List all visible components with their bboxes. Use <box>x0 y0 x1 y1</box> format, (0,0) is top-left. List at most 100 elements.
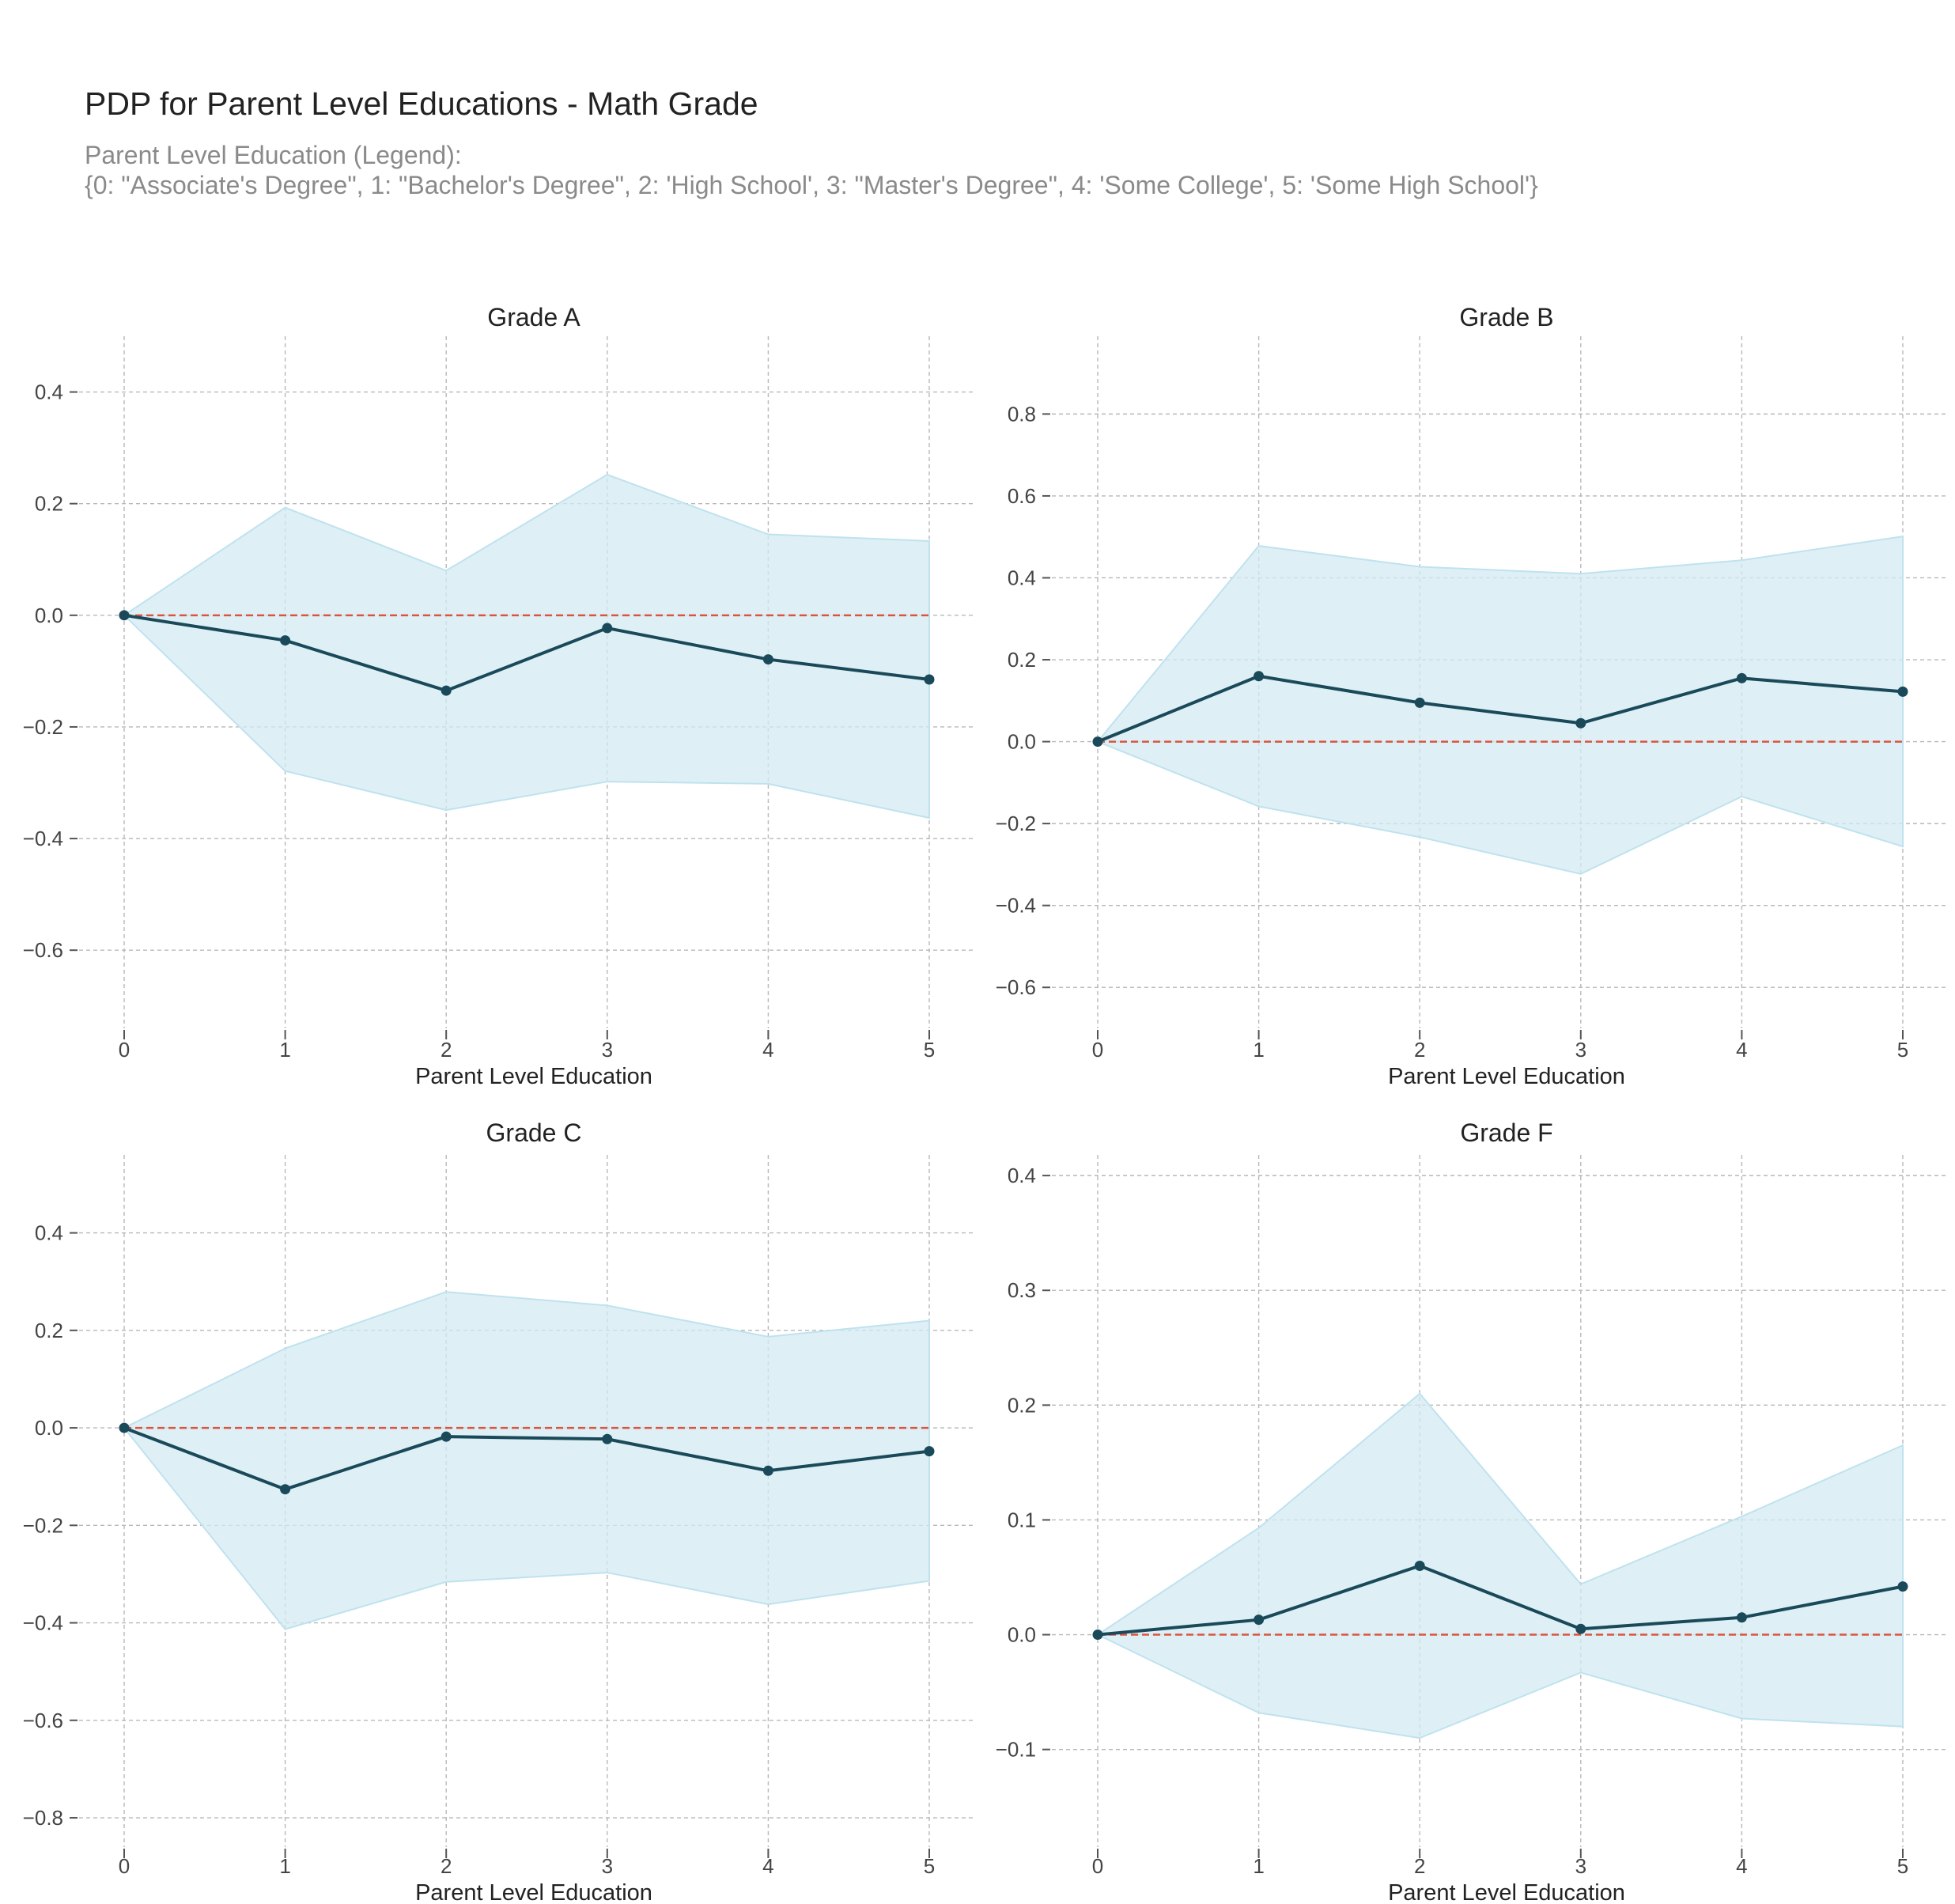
grade-c-pdp-point <box>119 1422 130 1433</box>
grade-c-panel: 0.4 0.2 0.0 −0.2 −0.4 −0.6 −0.8 0 1 2 3 4 5 Grade C Pa… <box>23 1119 973 1904</box>
grade-a-pdp-point <box>441 685 452 696</box>
grade-c-ytick-label: −0.8 <box>23 1806 63 1830</box>
grade-b-ytick-label: 0.8 <box>1008 402 1036 426</box>
chart-title: PDP for Parent Level Educations - Math G… <box>85 85 758 122</box>
grade-b-pdp-point <box>1254 671 1265 682</box>
grade-c-ytick-label: 0.0 <box>35 1416 63 1440</box>
grade-a-ytick-label: −0.4 <box>23 827 63 850</box>
grade-f-confidence-band <box>1095 1392 1904 1739</box>
grade-c-xtick-label: 4 <box>762 1854 773 1878</box>
grade-a-panel: 0.4 0.2 0.0 −0.2 −0.4 −0.6 0 1 2 3 4 5 Grade A Parent… <box>23 303 973 1089</box>
grade-c-xlabel: Parent Level Education <box>415 1880 652 1904</box>
grade-f-ytick-label: 0.4 <box>1008 1164 1036 1187</box>
grade-b-xtick-label: 1 <box>1253 1038 1264 1062</box>
grade-b-pdp-point <box>1575 717 1586 729</box>
grade-c-ytick-label: −0.4 <box>23 1611 63 1635</box>
grade-b-pdp-line <box>1097 674 1904 744</box>
grade-c-title: Grade C <box>486 1119 582 1147</box>
chart-subtitle: Parent Level Education (Legend): {0: "As… <box>85 140 1538 200</box>
grade-f-xtick-label: 1 <box>1253 1854 1264 1878</box>
grade-b-ytick-label: −0.4 <box>996 894 1036 918</box>
grade-c-pdp-point <box>441 1431 452 1442</box>
grade-a-ytick-label: 0.0 <box>35 604 63 627</box>
grade-b-xtick-label: 4 <box>1736 1038 1747 1062</box>
grade-c-xtick-label: 2 <box>441 1854 452 1878</box>
grade-c-pdp-point <box>602 1433 613 1444</box>
grade-a-ytick-label: −0.2 <box>23 715 63 739</box>
grade-a-pdp-line <box>123 613 930 693</box>
grade-f-xtick-label: 2 <box>1414 1854 1425 1878</box>
grade-a-xtick-label: 1 <box>279 1038 290 1062</box>
grade-a-ytick-label: −0.6 <box>23 938 63 962</box>
grade-a-confidence-band <box>123 473 930 820</box>
grade-b-ytick-label: 0.0 <box>1008 730 1036 754</box>
grade-b-pdp-point <box>1414 697 1425 708</box>
grade-a-pdp-point <box>602 623 613 634</box>
grade-f-pdp-point <box>1254 1614 1265 1626</box>
grade-f-ytick-label: −0.1 <box>996 1738 1036 1762</box>
grade-f-ytick-label: 0.0 <box>1008 1623 1036 1647</box>
grade-b-ytick-label: −0.2 <box>996 812 1036 835</box>
grade-f-xtick-label: 0 <box>1092 1854 1103 1878</box>
grade-f-ytick-label: 0.2 <box>1008 1393 1036 1417</box>
grade-f-xtick-label: 3 <box>1575 1854 1586 1878</box>
grade-f-panel: 0.4 0.3 0.2 0.1 0.0 −0.1 0 1 2 3 4 5 Grade F Parent L… <box>996 1119 1946 1904</box>
grade-f-pdp-point <box>1414 1560 1425 1571</box>
grade-b-xtick-label: 3 <box>1575 1038 1586 1062</box>
grade-c-ytick-label: −0.2 <box>23 1513 63 1537</box>
legend-mapping: {0: "Associate's Degree", 1: "Bachelor's… <box>85 171 1538 199</box>
grade-a-pdp-point <box>280 635 291 646</box>
grade-a-title: Grade A <box>487 303 580 331</box>
grade-c-ytick-label: 0.2 <box>35 1319 63 1342</box>
grade-a-xtick-label: 5 <box>924 1038 935 1062</box>
grade-b-xtick-label: 5 <box>1897 1038 1908 1062</box>
grade-b-xtick-label: 2 <box>1414 1038 1425 1062</box>
grade-c-pdp-point <box>280 1484 291 1495</box>
grade-f-xlabel: Parent Level Education <box>1388 1880 1625 1904</box>
grade-f-pdp-point <box>1575 1623 1586 1634</box>
grade-f-pdp-line <box>1097 1564 1904 1637</box>
grade-c-xtick-label: 3 <box>602 1854 613 1878</box>
grade-c-pdp-point <box>924 1446 935 1457</box>
grade-f-xtick-label: 4 <box>1736 1854 1747 1878</box>
grade-f-pdp-point <box>1092 1630 1103 1641</box>
grade-b-ytick-label: −0.6 <box>996 975 1036 999</box>
grade-a-pdp-point <box>924 674 935 685</box>
grade-f-pdp-point <box>1736 1612 1747 1623</box>
grade-f-ytick-label: 0.1 <box>1008 1508 1036 1531</box>
grade-c-xtick-label: 5 <box>924 1854 935 1878</box>
grade-a-xtick-label: 0 <box>119 1038 130 1062</box>
grade-f-xtick-label: 5 <box>1897 1854 1908 1878</box>
grade-b-pdp-point <box>1736 672 1747 683</box>
grade-b-pdp-point <box>1092 736 1103 748</box>
grade-b-xtick-label: 0 <box>1092 1038 1103 1062</box>
grade-b-title: Grade B <box>1459 303 1553 331</box>
chart-header: PDP for Parent Level Educations - Math G… <box>85 85 1538 200</box>
grade-a-pdp-point <box>119 610 130 621</box>
grade-b-ytick-label: 0.4 <box>1008 566 1036 589</box>
grade-c-confidence-band <box>123 1291 930 1630</box>
grade-b-pdp-point <box>1897 686 1908 697</box>
grade-a-xtick-label: 3 <box>602 1038 613 1062</box>
grade-b-xlabel: Parent Level Education <box>1388 1064 1625 1089</box>
grade-c-xtick-label: 0 <box>119 1854 130 1878</box>
grade-a-xtick-label: 4 <box>762 1038 773 1062</box>
grade-f-pdp-point <box>1897 1581 1908 1592</box>
grade-a-xtick-label: 2 <box>441 1038 452 1062</box>
grade-b-ytick-label: 0.6 <box>1008 484 1036 508</box>
grade-c-ytick-label: 0.4 <box>35 1221 63 1245</box>
grade-b-ytick-label: 0.2 <box>1008 648 1036 672</box>
grade-f-title: Grade F <box>1460 1119 1552 1147</box>
grade-a-ytick-label: 0.2 <box>35 492 63 516</box>
legend-heading: Parent Level Education (Legend): <box>85 141 462 169</box>
grade-c-pdp-line <box>123 1426 930 1491</box>
grade-c-pdp-point <box>762 1465 773 1476</box>
grade-a-ytick-label: 0.4 <box>35 380 63 404</box>
grade-a-xlabel: Parent Level Education <box>415 1064 652 1089</box>
grade-f-ytick-label: 0.3 <box>1008 1278 1036 1302</box>
grade-a-pdp-point <box>762 654 773 665</box>
grade-c-xtick-label: 1 <box>279 1854 290 1878</box>
grade-c-ytick-label: −0.6 <box>23 1709 63 1732</box>
grade-b-panel: 0.8 0.6 0.4 0.2 0.0 −0.2 −0.4 −0.6 0 1 2 3 4 5 Grade B… <box>996 303 1946 1089</box>
